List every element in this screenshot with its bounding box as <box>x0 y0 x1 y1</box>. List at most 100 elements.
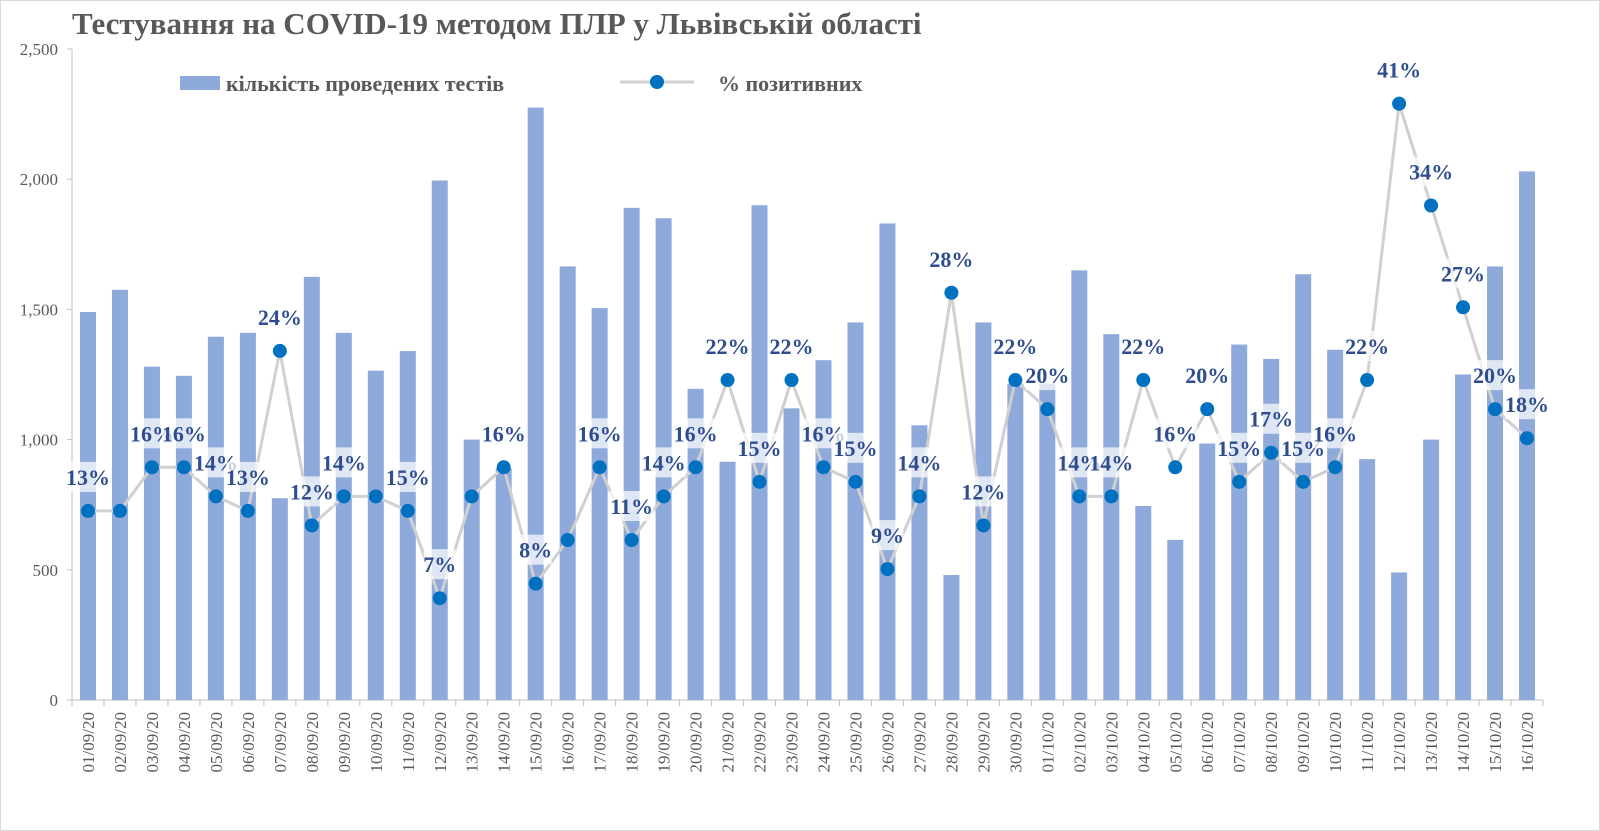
x-tick-label: 13/09/20 <box>463 712 482 772</box>
percent-point <box>1456 300 1471 315</box>
percent-point <box>1424 198 1439 213</box>
bar <box>495 468 512 700</box>
data-label-bg <box>385 461 430 492</box>
x-tick-label: 14/10/20 <box>1454 712 1473 772</box>
percent-point <box>1104 489 1119 504</box>
bar <box>143 366 160 700</box>
data-label: 34% <box>1409 159 1453 184</box>
bar <box>335 332 352 700</box>
bars-layer <box>79 107 1536 701</box>
bar <box>1487 266 1504 700</box>
data-label: 22% <box>1345 334 1389 359</box>
percent-point <box>1264 445 1279 460</box>
legend-marker-swatch <box>650 75 664 89</box>
percent-point <box>400 503 415 518</box>
data-label-bg <box>1121 331 1166 362</box>
data-label: 12% <box>290 479 334 504</box>
bar <box>559 266 576 700</box>
bar <box>719 461 736 700</box>
x-tick-label: 06/09/20 <box>239 712 258 772</box>
data-label: 27% <box>1441 261 1485 286</box>
data-label-bg <box>1025 360 1070 391</box>
data-label-bg <box>961 476 1006 507</box>
x-tick-label: 07/09/20 <box>271 712 290 772</box>
data-label: 15% <box>1217 436 1261 461</box>
x-tick-label: 16/10/20 <box>1518 712 1537 772</box>
percent-point <box>592 460 607 475</box>
bar <box>399 351 416 700</box>
bar <box>1167 539 1184 700</box>
percent-point <box>1040 402 1055 417</box>
data-label-bg <box>641 447 686 478</box>
data-label: 12% <box>961 479 1005 504</box>
data-label-bg <box>769 331 814 362</box>
data-label: 24% <box>258 305 302 330</box>
x-tick-label: 15/09/20 <box>527 712 546 772</box>
data-label: 11% <box>610 494 653 519</box>
bar <box>879 223 896 700</box>
x-tick-label: 01/09/20 <box>79 712 98 772</box>
x-tick-label: 30/09/20 <box>1006 712 1025 772</box>
data-label: 20% <box>1025 363 1069 388</box>
data-label: 14% <box>1089 450 1133 475</box>
percent-point <box>144 460 159 475</box>
data-label-bg <box>257 301 302 332</box>
data-label-bg <box>993 331 1038 362</box>
bar <box>1327 349 1344 700</box>
percent-point <box>912 489 927 504</box>
x-tick-label: 03/10/20 <box>1102 712 1121 772</box>
percent-point <box>816 460 831 475</box>
data-label-bg <box>1505 389 1550 420</box>
bar <box>1071 270 1088 700</box>
bar <box>1039 383 1056 700</box>
bar <box>1423 439 1440 700</box>
bar <box>175 375 192 700</box>
line-layer: 13% 16% 16% 14% 13% 24% 12% 14% 15% 7% 16% 8% 16% 11%… <box>66 54 1550 606</box>
bar <box>1103 334 1120 700</box>
percent-point <box>336 489 351 504</box>
percent-point <box>944 285 959 300</box>
bar <box>1231 344 1248 700</box>
y-tick-label: 2,500 <box>20 40 58 59</box>
data-label: 17% <box>1249 407 1293 432</box>
bar <box>847 322 864 700</box>
percent-point <box>528 576 543 591</box>
bar <box>463 439 480 700</box>
data-label-bg <box>1153 418 1198 449</box>
data-label-bg <box>833 432 878 463</box>
data-label: 16% <box>482 421 526 446</box>
data-label: 20% <box>1185 363 1229 388</box>
data-label: 14% <box>322 450 366 475</box>
data-label-bg <box>1441 258 1486 289</box>
percent-point <box>848 474 863 489</box>
percent-point <box>240 503 255 518</box>
x-tick-label: 29/09/20 <box>974 712 993 772</box>
percent-point <box>1168 460 1183 475</box>
data-label-bg <box>225 461 270 492</box>
data-label: 18% <box>1505 392 1549 417</box>
percent-point <box>560 533 575 548</box>
percent-point <box>1328 460 1343 475</box>
data-label-bg <box>161 418 206 449</box>
x-tick-label: 18/09/20 <box>623 712 642 772</box>
percent-point <box>720 373 735 388</box>
data-label: 8% <box>519 538 552 563</box>
data-label-bg <box>1217 432 1262 463</box>
y-tick-label: 500 <box>33 561 59 580</box>
x-tick-label: 10/09/20 <box>367 712 386 772</box>
bar <box>1391 572 1408 700</box>
percent-point <box>1072 489 1087 504</box>
percent-point <box>976 518 991 533</box>
x-tick-label: 14/09/20 <box>495 712 514 772</box>
data-label-bg <box>1377 54 1422 85</box>
data-label: 15% <box>833 436 877 461</box>
percent-point <box>624 533 639 548</box>
x-tick-label: 15/10/20 <box>1486 712 1505 772</box>
x-tick-label: 27/09/20 <box>910 712 929 772</box>
x-tick-label: 05/09/20 <box>207 712 226 772</box>
data-label: 15% <box>738 436 782 461</box>
percent-point <box>368 489 383 504</box>
data-label: 16% <box>578 421 622 446</box>
data-label: 22% <box>993 334 1037 359</box>
